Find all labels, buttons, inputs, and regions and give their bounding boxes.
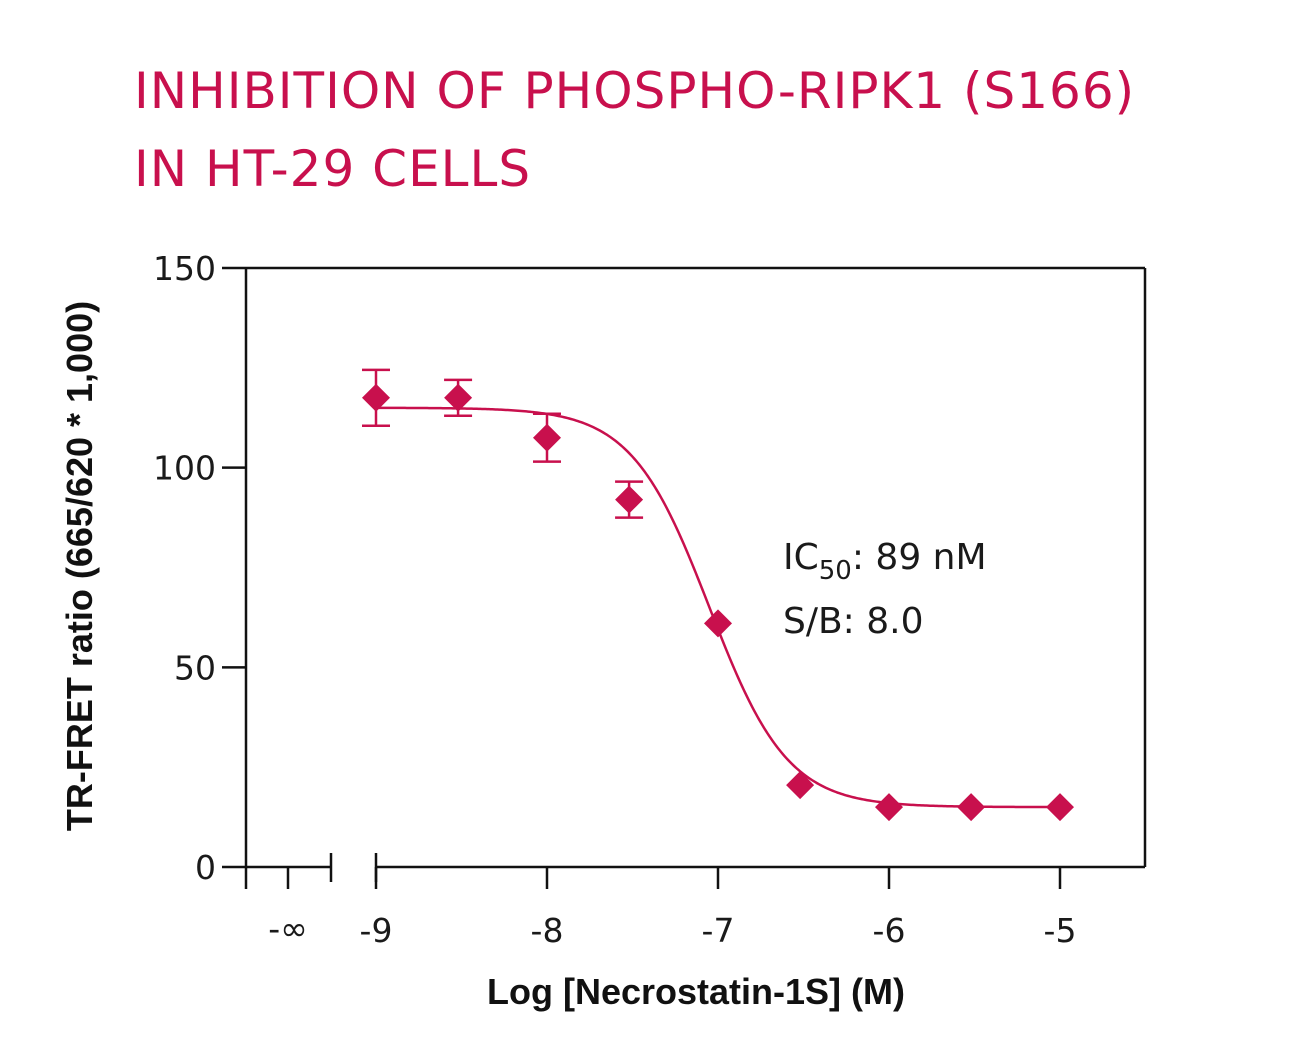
error-bars <box>362 368 644 519</box>
chart-title-line-1: INHIBITION OF PHOSPHO-RIPK1 (S166) <box>134 62 1136 120</box>
x-tick-label-neg-infinity: -∞ <box>268 909 307 948</box>
data-point <box>704 609 732 638</box>
y-tick-label: 0 <box>195 848 216 887</box>
y-tick-label: 150 <box>153 249 216 288</box>
x-axis-title: Log [Necrostatin-1S] (M) <box>487 971 905 1012</box>
data-point <box>786 771 815 800</box>
chart-title: INHIBITION OF PHOSPHO-RIPK1 (S166) IN HT… <box>134 52 1135 208</box>
ic50-value: : 89 nM <box>852 537 987 578</box>
x-tick-label: -9 <box>360 911 393 950</box>
data-point <box>362 383 390 412</box>
x-tick-label: -8 <box>531 911 564 950</box>
sb-annotation: S/B: 8.0 <box>783 601 924 642</box>
chart-title-line-2: IN HT-29 CELLS <box>134 140 532 198</box>
x-tick-label: -6 <box>873 911 906 950</box>
y-tick-label: 50 <box>174 648 216 687</box>
fit-curve <box>376 406 1060 809</box>
data-point <box>444 383 473 412</box>
data-point <box>1046 793 1074 822</box>
x-tick-label: -5 <box>1044 911 1077 950</box>
data-point <box>615 485 644 514</box>
y-axis-title: TR-FRET ratio (665/620 * 1,000) <box>59 301 100 831</box>
data-point <box>875 793 903 822</box>
y-tick-label: 100 <box>153 449 216 488</box>
ic50-prefix: IC <box>783 537 819 578</box>
data-points <box>362 383 1074 822</box>
x-tick-label: -7 <box>702 911 735 950</box>
ic50-annotation: IC50: 89 nM <box>783 537 987 586</box>
y-axis-ticks: 0 50 100 150 <box>153 249 246 887</box>
ic50-subscript: 50 <box>819 556 852 586</box>
data-point <box>533 423 561 452</box>
data-point <box>957 793 986 822</box>
x-axis-ticks: -∞ -9 -8 -7 -6 -5 <box>244 867 1077 950</box>
